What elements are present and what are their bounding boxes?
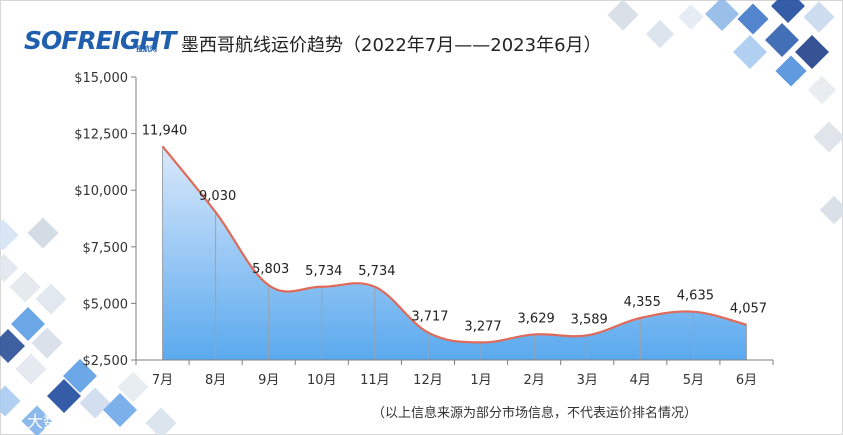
- x-tick-label: 5月: [683, 373, 704, 388]
- x-tick-label: 9月: [258, 373, 279, 388]
- data-label: 3,589: [571, 312, 608, 327]
- logo-text: SOFREIGHT: [24, 26, 176, 55]
- x-tick-label: 4月: [630, 373, 651, 388]
- x-tick-label: 7月: [152, 373, 173, 388]
- data-label: 3,717: [411, 309, 448, 324]
- x-tick-label: 3月: [577, 373, 598, 388]
- data-label: 3,629: [518, 311, 555, 326]
- data-label: 5,734: [305, 264, 342, 279]
- x-tick-label: 1月: [470, 373, 491, 388]
- x-tick-label: 12月: [413, 373, 443, 388]
- x-tick-label: 6月: [736, 373, 757, 388]
- series-line: [161, 145, 747, 344]
- data-label: 4,635: [677, 289, 714, 304]
- x-tick-label: 2月: [523, 373, 544, 388]
- x-tick-label: 11月: [360, 373, 390, 388]
- y-tick-label: $12,500: [74, 128, 128, 143]
- y-tick-label: $2,500: [83, 354, 129, 369]
- sofreight-logo: SOFREIGHT 搜航网: [24, 24, 176, 60]
- data-label: 4,355: [624, 295, 661, 310]
- data-label: 5,734: [358, 264, 395, 279]
- x-tick-label: 10月: [307, 373, 337, 388]
- y-tick-label: $7,500: [83, 241, 129, 256]
- watermark: ☺ 大数跨境: [4, 408, 91, 432]
- series-area: [162, 146, 747, 360]
- y-tick-label: $15,000: [74, 71, 128, 86]
- data-label: 4,057: [730, 302, 767, 317]
- data-label: 9,030: [199, 189, 236, 204]
- watermark-text: 大数跨境: [27, 412, 92, 431]
- source-footnote: （以上信息来源为部分市场信息，不代表运价排名情况）: [372, 406, 698, 421]
- logo-subtext: 搜航网: [136, 45, 157, 53]
- data-label: 3,277: [464, 319, 501, 334]
- y-tick-label: $10,000: [74, 184, 128, 199]
- wechat-icon: ☺: [4, 412, 22, 431]
- y-tick-label: $5,000: [83, 297, 129, 312]
- data-label: 5,803: [252, 262, 289, 277]
- x-tick-label: 8月: [205, 373, 226, 388]
- chart-title: 墨西哥航线运价趋势（2022年7月——2023年6月）: [181, 35, 602, 56]
- data-label: 11,940: [142, 123, 188, 138]
